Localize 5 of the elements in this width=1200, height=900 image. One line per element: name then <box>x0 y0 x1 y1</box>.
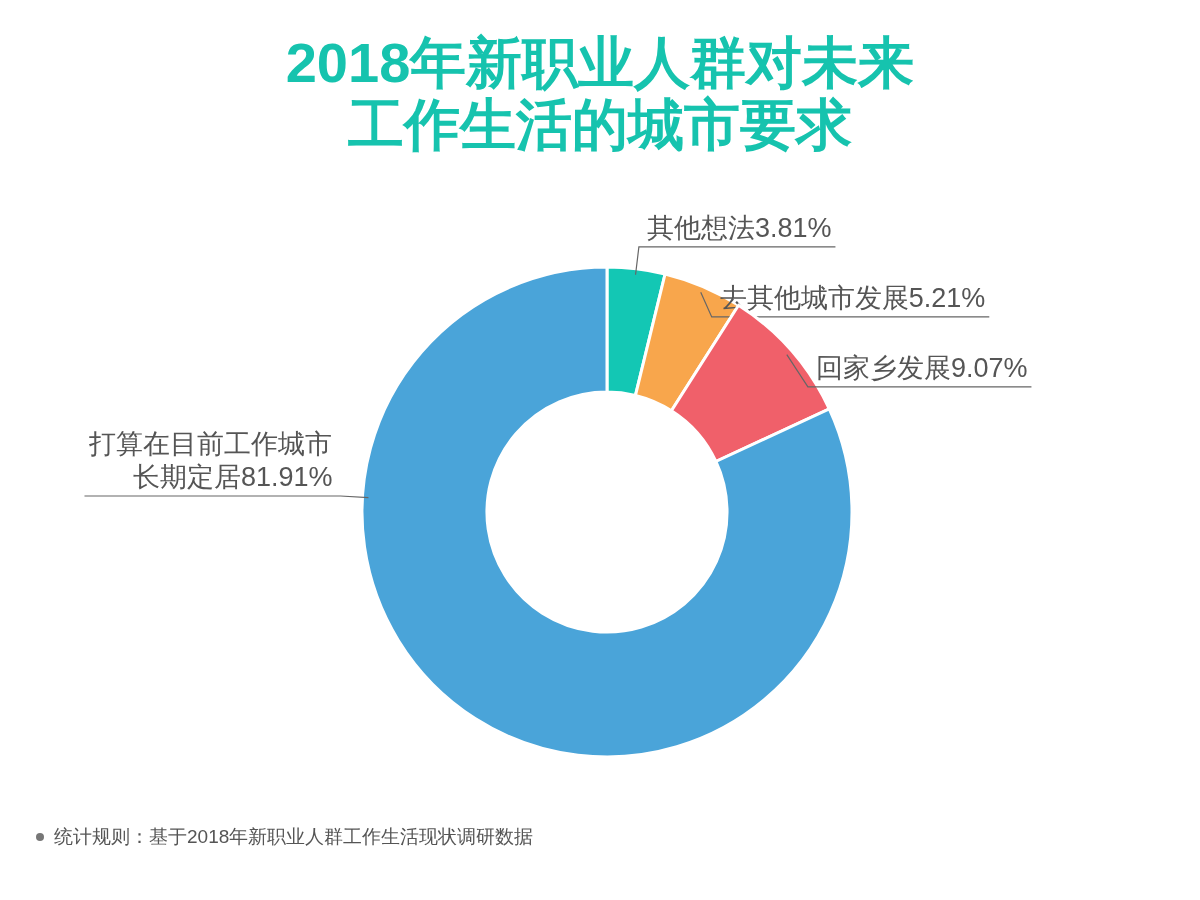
text: 统计规则：基于2018年新职业人群工作生活现状调研数据 <box>54 826 534 847</box>
slice-label: 打算在目前工作城市长期定居81.91% <box>88 428 333 492</box>
slice-label: 回家乡发展9.07% <box>815 352 1028 383</box>
chart-title: 2018年新职业人群对未来工作生活的城市要求 <box>285 31 915 156</box>
slice-label: 其他想法3.81% <box>646 212 832 243</box>
